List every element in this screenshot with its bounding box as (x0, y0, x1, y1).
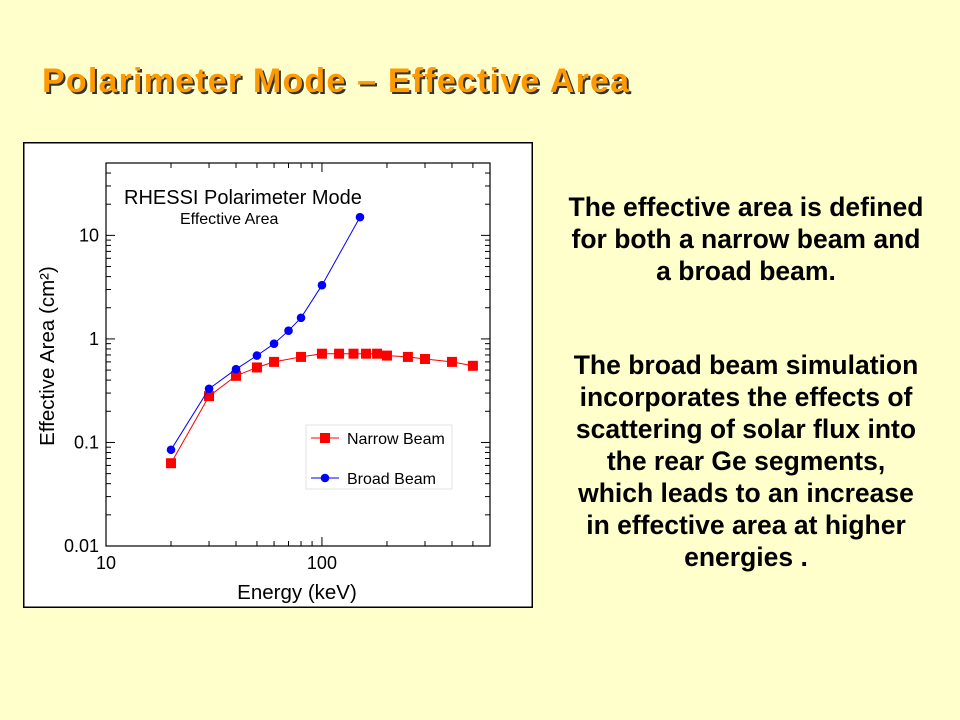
chart-panel: 10 100 0.01 0.1 1 10 RHESSI Polarimeter Mode … (23, 142, 533, 608)
x-tick-label: 100 (307, 553, 337, 573)
broad-beam-point (204, 384, 214, 394)
narrow-beam-point (316, 348, 327, 359)
paragraph-line: scattering of solar flux into (575, 414, 917, 444)
y-tick-label: 1 (89, 329, 99, 349)
paragraph-line: The broad beam simulation (573, 350, 919, 380)
broad-beam-point (269, 339, 279, 348)
data-series (166, 212, 478, 469)
axis-tick-labels: 10 100 0.01 0.1 1 10 (64, 225, 337, 573)
narrow-beam-point (296, 351, 307, 362)
description-paragraph-1: The effective area is defined for both a… (556, 191, 936, 287)
narrow-beam-point (467, 360, 478, 371)
narrow-beam-point (446, 356, 457, 367)
chart-title: RHESSI Polarimeter Mode (124, 187, 362, 209)
broad-beam-point (166, 445, 176, 455)
description-paragraph-2: The broad beam simulation incorporates t… (556, 349, 936, 573)
narrow-beam-point (204, 391, 215, 402)
chart-subtitle: Effective Area (180, 211, 279, 228)
narrow-beam-point (372, 348, 383, 359)
slide-title: Polarimeter Mode – Effective Area (42, 62, 631, 100)
x-tick-label: 10 (96, 553, 116, 573)
legend-broad-beam-label: Broad Beam (347, 471, 436, 488)
y-tick-label: 0.1 (74, 432, 99, 452)
broad-beam-point (231, 364, 241, 374)
narrow-beam-point (269, 356, 280, 367)
narrow-beam-point (348, 348, 359, 359)
paragraph-line: for both a narrow beam and (571, 224, 921, 254)
paragraph-line: The effective area is defined (568, 192, 924, 222)
narrow-beam-point (166, 458, 177, 469)
narrow-beam-point (231, 370, 242, 381)
paragraph-line: a broad beam. (656, 256, 836, 286)
paragraph-line: the rear Ge segments, (606, 446, 886, 476)
axis-ticks (106, 163, 490, 546)
legend-broad-beam-marker (320, 473, 330, 483)
broad-beam-point (355, 212, 365, 222)
narrow-beam-point (381, 350, 392, 361)
narrow-beam-point (251, 362, 262, 373)
narrow-beam-point (419, 353, 430, 364)
x-axis-label: Energy (keV) (237, 581, 357, 604)
y-tick-label: 0.01 (64, 536, 99, 556)
broad-beam-point (296, 313, 306, 323)
narrow-beam-line (170, 353, 473, 464)
paragraph-line: which leads to an increase (578, 478, 914, 508)
paragraph-line: incorporates the effects of (579, 382, 913, 412)
broad-beam-point (317, 280, 327, 290)
legend: Narrow Beam Broad Beam (305, 424, 453, 490)
legend-narrow-beam-label: Narrow Beam (347, 431, 445, 448)
narrow-beam-point (361, 348, 372, 359)
y-axis-label: Effective Area (cm²) (36, 266, 59, 446)
legend-narrow-beam-marker (320, 433, 330, 443)
plot-frame (105, 162, 491, 547)
chart-background (23, 142, 533, 608)
narrow-beam-point (334, 348, 345, 359)
narrow-beam-point (402, 351, 413, 362)
y-tick-label: 10 (79, 225, 99, 245)
paragraph-line: energies . (684, 542, 808, 572)
paragraph-line: in effective area at higher (586, 510, 906, 540)
broad-beam-point (284, 326, 293, 336)
broad-beam-point (252, 351, 262, 360)
